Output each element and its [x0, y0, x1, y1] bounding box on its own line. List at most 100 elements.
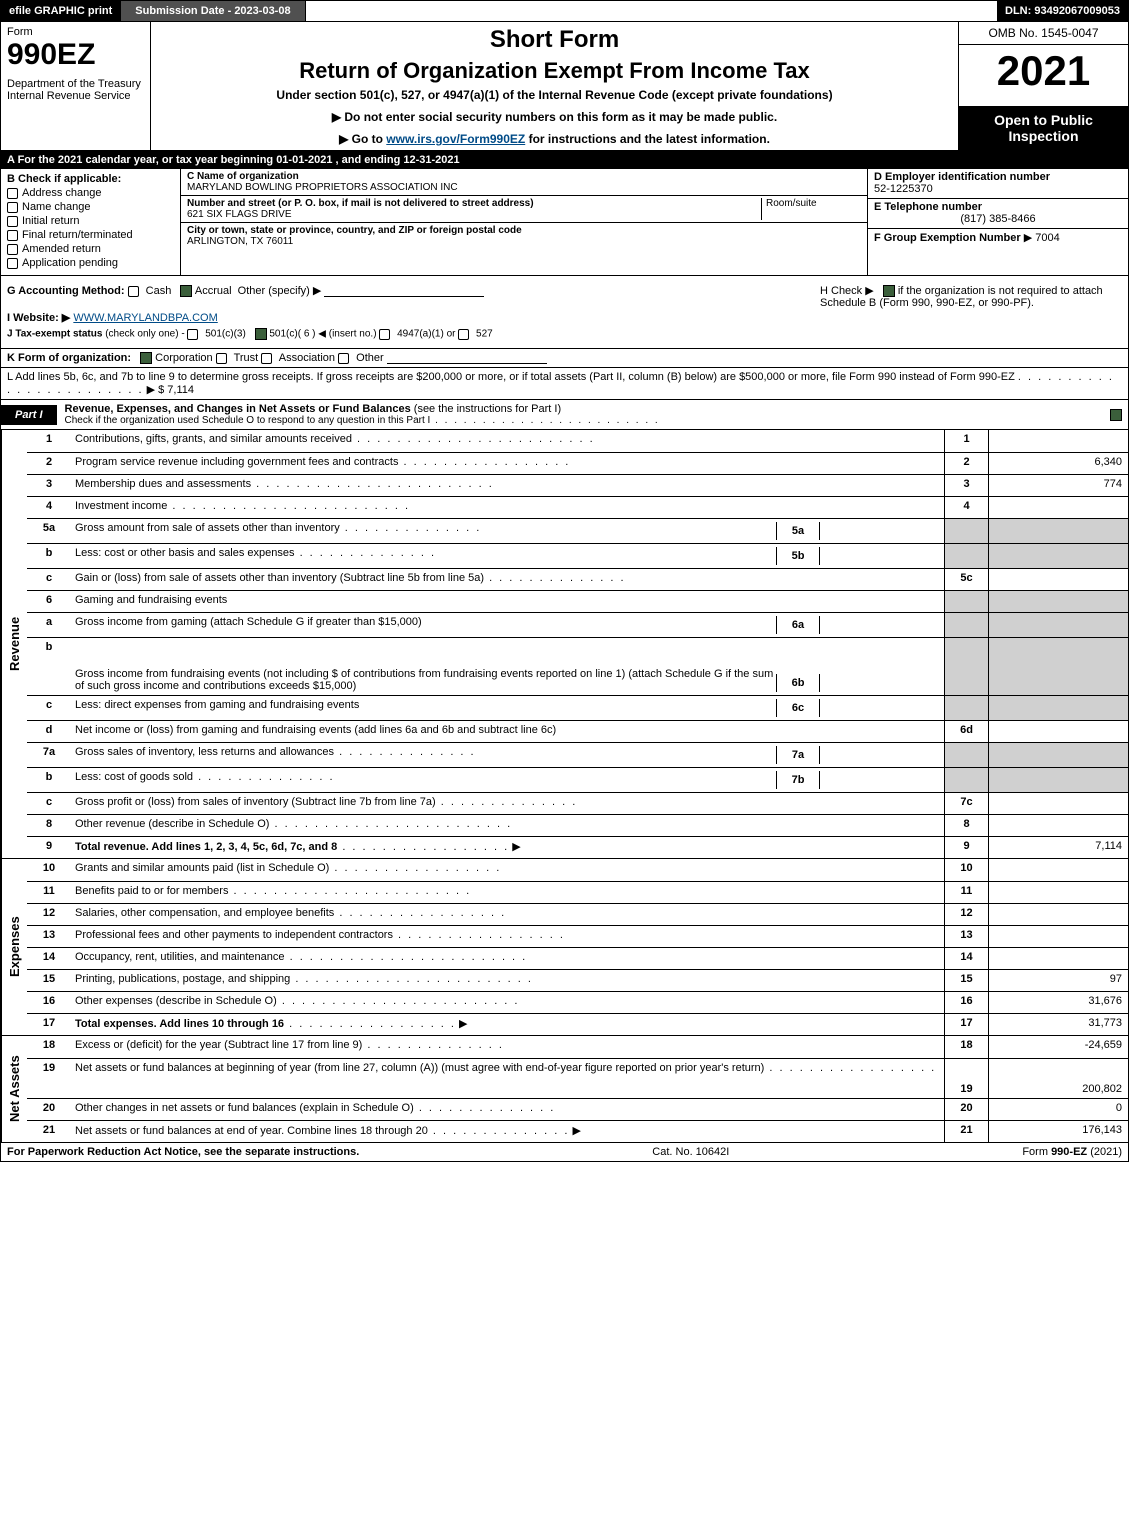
goto-post: for instructions and the latest informat… [525, 132, 770, 146]
line-8-value [988, 815, 1128, 836]
group-exemption-value: ▶ 7004 [1024, 232, 1060, 244]
line-18-value: -24,659 [988, 1036, 1128, 1058]
l-value: ▶ $ 7,114 [147, 384, 194, 396]
footer: For Paperwork Reduction Act Notice, see … [1, 1142, 1128, 1161]
part-i-schedule-o-checkbox[interactable] [1098, 409, 1128, 421]
form-body: Form 990EZ Department of the Treasury In… [0, 22, 1129, 1162]
footer-left: For Paperwork Reduction Act Notice, see … [7, 1146, 359, 1158]
chk-corporation[interactable] [140, 352, 152, 364]
line-5c-value [988, 569, 1128, 590]
chk-application-pending[interactable]: Application pending [7, 257, 174, 269]
i-label: I Website: ▶ [7, 312, 70, 324]
section-gh: G Accounting Method: Cash Accrual Other … [1, 276, 1128, 349]
irs-link[interactable]: www.irs.gov/Form990EZ [386, 132, 525, 146]
room-suite-label: Room/suite [761, 198, 861, 220]
section-h: H Check ▶ if the organization is not req… [812, 284, 1122, 340]
street-cell: Number and street (or P. O. box, if mail… [181, 196, 867, 223]
g-label: G Accounting Method: [7, 285, 125, 297]
form-title: Return of Organization Exempt From Incom… [159, 58, 950, 84]
line-6d-value [988, 721, 1128, 742]
line-1-value [988, 430, 1128, 452]
submission-date-button[interactable]: Submission Date - 2023-03-08 [121, 1, 305, 21]
expenses-section: Expenses 10Grants and similar amounts pa… [1, 859, 1128, 1036]
part-i-header: Part I Revenue, Expenses, and Changes in… [1, 400, 1128, 430]
chk-accrual[interactable] [180, 285, 192, 297]
chk-cash[interactable] [128, 286, 139, 297]
city-cell: City or town, state or province, country… [181, 223, 867, 249]
line-2-value: 6,340 [988, 453, 1128, 474]
form-subtitle: Under section 501(c), 527, or 4947(a)(1)… [159, 88, 950, 102]
org-name-cell: C Name of organization MARYLAND BOWLING … [181, 169, 867, 196]
row-a: A For the 2021 calendar year, or tax yea… [1, 151, 1128, 169]
top-bar: efile GRAPHIC print Submission Date - 20… [0, 0, 1129, 22]
line-11-value [988, 882, 1128, 903]
section-g: G Accounting Method: Cash Accrual Other … [7, 284, 812, 340]
chk-501c[interactable] [255, 328, 267, 340]
line-12-value [988, 904, 1128, 925]
b-header: B Check if applicable: [7, 173, 174, 185]
header-right: OMB No. 1545-0047 2021 Open to Public In… [958, 22, 1128, 150]
other-specify-input[interactable] [324, 285, 484, 297]
omb-number: OMB No. 1545-0047 [959, 22, 1128, 45]
j-label: J Tax-exempt status [7, 329, 102, 340]
form-header: Form 990EZ Department of the Treasury In… [1, 22, 1128, 151]
chk-amended-return[interactable]: Amended return [7, 243, 174, 255]
revenue-section: Revenue 1Contributions, gifts, grants, a… [1, 430, 1128, 859]
chk-other-org[interactable] [338, 353, 349, 364]
line-7c-value [988, 793, 1128, 814]
ssn-warning: ▶ Do not enter social security numbers o… [159, 110, 950, 124]
col-c: C Name of organization MARYLAND BOWLING … [181, 169, 868, 275]
line-15-value: 97 [988, 970, 1128, 991]
header-center: Short Form Return of Organization Exempt… [151, 22, 958, 150]
street-value: 621 SIX FLAGS DRIVE [187, 209, 761, 220]
goto-link-row: ▶ Go to www.irs.gov/Form990EZ for instru… [159, 132, 950, 146]
k-label: K Form of organization: [7, 352, 131, 364]
h-text1: H Check ▶ [820, 285, 874, 297]
line-17-value: 31,773 [988, 1014, 1128, 1035]
chk-final-return[interactable]: Final return/terminated [7, 229, 174, 241]
website-link[interactable]: WWW.MARYLANDBPA.COM [73, 312, 217, 324]
line-16-value: 31,676 [988, 992, 1128, 1013]
chk-address-change[interactable]: Address change [7, 187, 174, 199]
org-name-label: C Name of organization [187, 171, 861, 182]
efile-print-button[interactable]: efile GRAPHIC print [1, 1, 121, 21]
expenses-side-label: Expenses [1, 859, 27, 1035]
group-exemption-cell: F Group Exemption Number ▶ 7004 [868, 229, 1128, 259]
net-assets-side-label: Net Assets [1, 1036, 27, 1142]
line-9-value: 7,114 [988, 837, 1128, 858]
chk-501c3[interactable] [187, 329, 198, 340]
ein-value: 52-1225370 [874, 183, 1122, 195]
line-4-value [988, 497, 1128, 518]
chk-trust[interactable] [216, 353, 227, 364]
part-i-label: Part I [1, 405, 57, 425]
org-name-value: MARYLAND BOWLING PROPRIETORS ASSOCIATION… [187, 182, 861, 193]
section-k: K Form of organization: Corporation Trus… [1, 349, 1128, 368]
chk-4947[interactable] [379, 329, 390, 340]
line-10-value [988, 859, 1128, 881]
chk-527[interactable] [458, 329, 469, 340]
revenue-side-label: Revenue [1, 430, 27, 858]
short-form-label: Short Form [159, 26, 950, 54]
line-20-value: 0 [988, 1099, 1128, 1120]
chk-name-change[interactable]: Name change [7, 201, 174, 213]
header-left: Form 990EZ Department of the Treasury In… [1, 22, 151, 150]
tax-year: 2021 [959, 45, 1128, 97]
footer-mid: Cat. No. 10642I [652, 1146, 729, 1158]
chk-association[interactable] [261, 353, 272, 364]
section-bcdef: B Check if applicable: Address change Na… [1, 169, 1128, 276]
ein-label: D Employer identification number [874, 171, 1122, 183]
phone-value: (817) 385-8466 [874, 213, 1122, 225]
ein-cell: D Employer identification number 52-1225… [868, 169, 1128, 199]
street-label: Number and street (or P. O. box, if mail… [187, 198, 761, 209]
dln-label: DLN: 93492067009053 [997, 1, 1128, 21]
net-assets-section: Net Assets 18Excess or (deficit) for the… [1, 1036, 1128, 1142]
other-org-input[interactable] [387, 352, 547, 364]
department-label: Department of the Treasury Internal Reve… [7, 78, 144, 102]
phone-cell: E Telephone number (817) 385-8466 [868, 199, 1128, 229]
part-i-title: Revenue, Expenses, and Changes in Net As… [57, 400, 1098, 429]
line-13-value [988, 926, 1128, 947]
col-def: D Employer identification number 52-1225… [868, 169, 1128, 275]
form-word: Form [7, 26, 144, 38]
chk-schedule-b-not-required[interactable] [883, 285, 895, 297]
chk-initial-return[interactable]: Initial return [7, 215, 174, 227]
